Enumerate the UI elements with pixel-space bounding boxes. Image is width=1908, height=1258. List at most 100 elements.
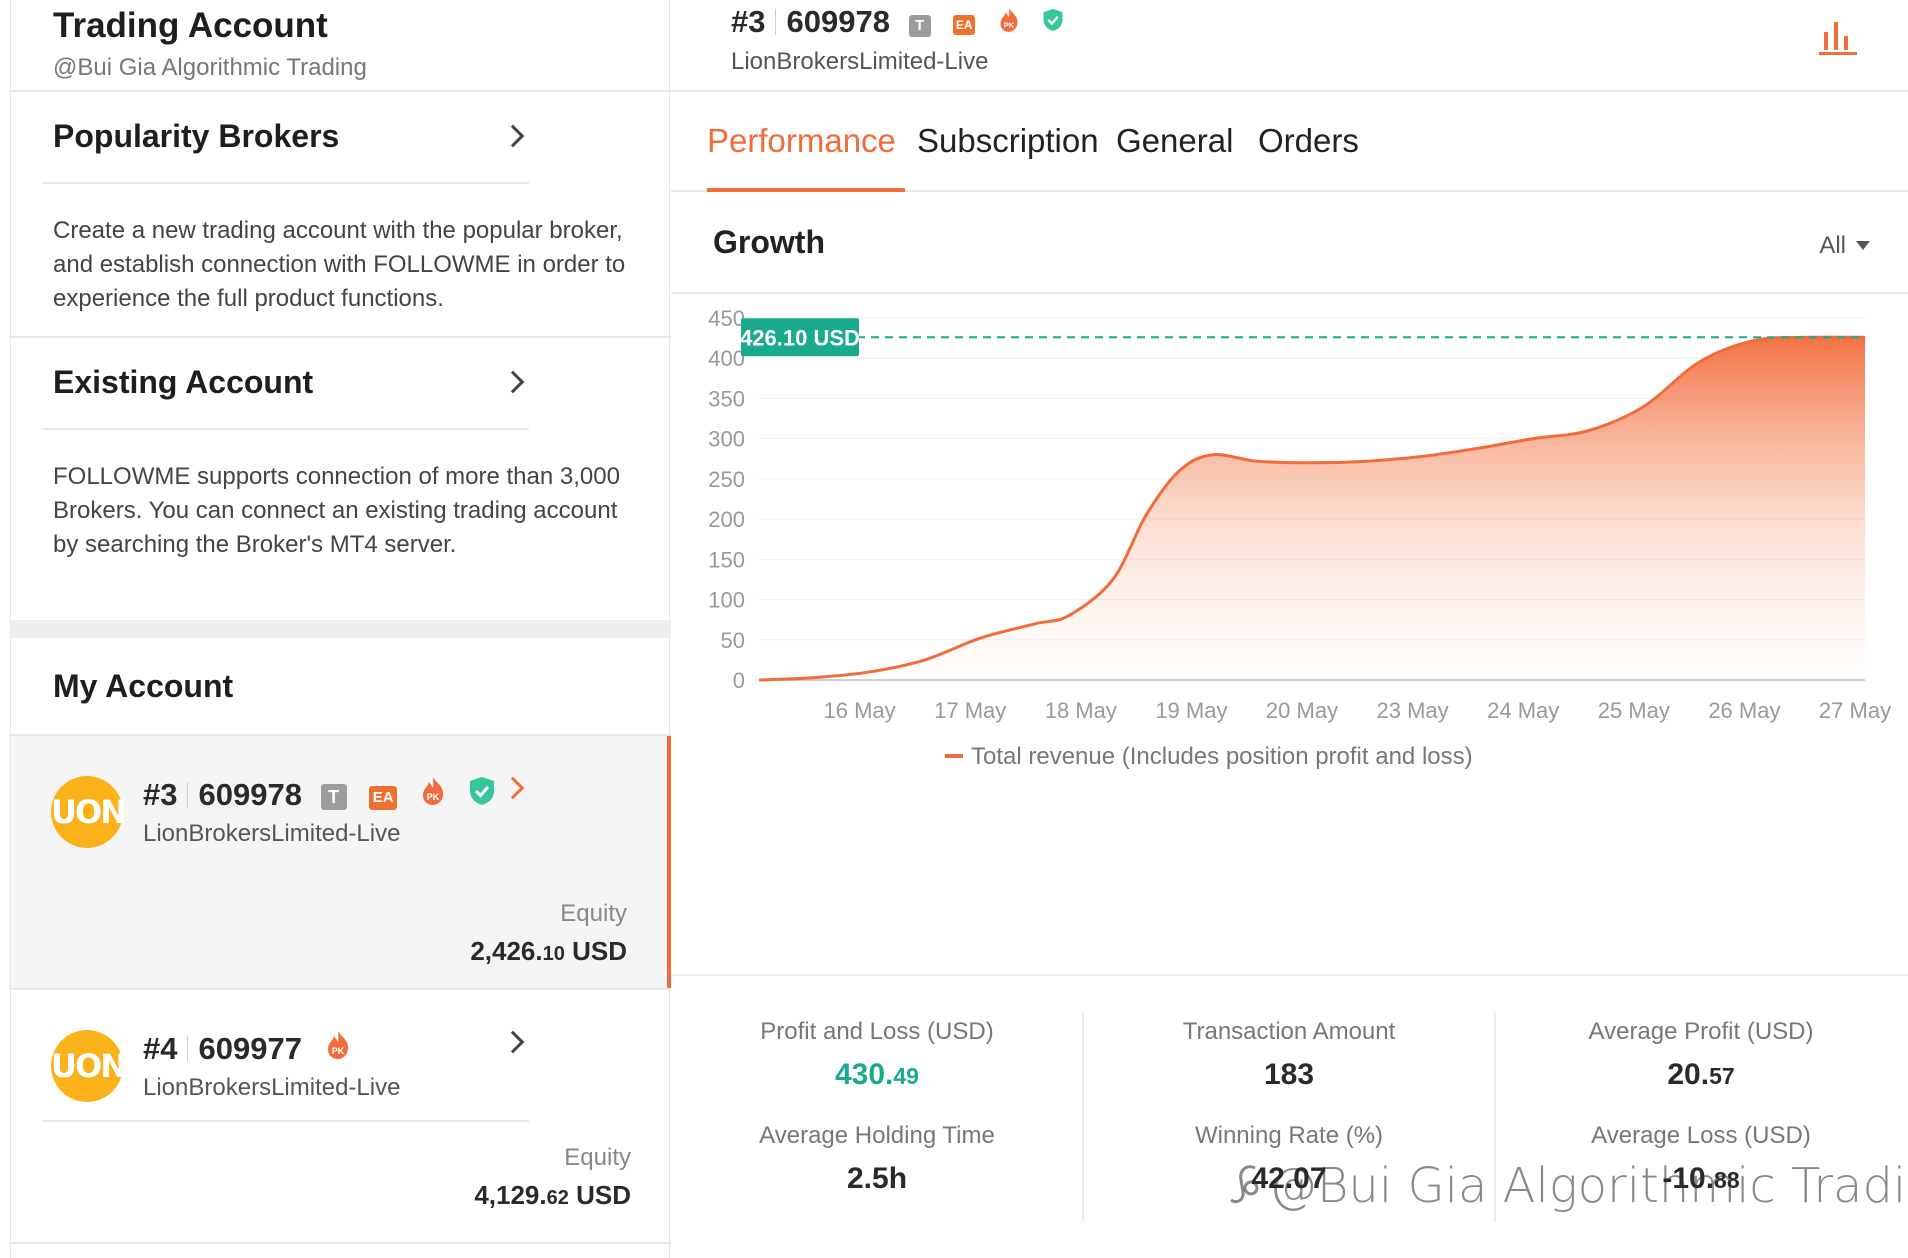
tab-orders[interactable]: Orders [1258,122,1359,159]
stat-value-dec: 49 [893,1063,919,1089]
divider [43,182,529,184]
account-number: #3 609978 T EA PK [143,776,496,813]
broker-logo: UON [51,776,127,848]
active-tab-indicator [707,188,905,192]
divider [11,988,671,990]
account-number: #3 609978 T EA PK [731,4,1064,40]
growth-header: Growth All [671,192,1908,294]
left-header: Trading Account @Bui Gia Algorithmic Tra… [11,0,671,92]
watermark-text: @Bui Gia Algorithmic Trading [1269,1158,1908,1214]
y-tick-label: 200 [708,507,745,532]
chevron-right-icon [501,124,525,148]
x-tick-label: 23 May [1377,698,1449,723]
tab-general[interactable]: General [1116,122,1234,159]
y-tick-label: 150 [708,547,745,572]
caret-down-icon [1856,241,1870,250]
equity-currency: USD [564,936,627,966]
pk-label: PK [427,792,440,802]
account-server: LionBrokersLimited-Live [143,820,401,847]
popularity-brokers-description: Create a new trading account with the po… [53,217,626,312]
stat-divider [1082,1012,1084,1222]
badge-t-icon: T [908,15,931,37]
divider [671,974,1908,976]
stat-profit-loss: Profit and Loss (USD) 430.49 [671,1018,1083,1092]
section-separator [11,620,671,638]
popularity-brokers-title: Popularity Brokers [53,118,340,154]
marker-value-label: 426.10 USD [740,325,860,350]
stat-label: Average Holding Time [759,1122,995,1149]
badge-ea-icon: EA [369,786,398,810]
pk-label: PK [331,1046,344,1056]
my-account-title: My Account [53,668,234,704]
existing-account-description: FOLLOWME supports connection of more tha… [53,463,620,558]
divider [43,1120,529,1122]
stat-average-profit: Average Profit (USD) 20.57 [1495,1018,1907,1092]
equity-dec: 10 [542,943,565,965]
fire-pk-icon: PK [422,777,443,805]
series-line [758,335,1866,682]
equity-currency: USD [568,1180,631,1210]
fire-pk-icon: PK [327,1031,348,1059]
chevron-right-icon [501,1030,525,1054]
x-tick-label: 27 May [1819,698,1891,723]
stat-value-int: 20. [1667,1058,1710,1091]
stat-value: 183 [1263,1058,1315,1091]
stat-value-int: -10. [1662,1162,1715,1195]
growth-period-select[interactable]: All [1819,232,1870,260]
divider [11,336,671,338]
equity-label: Equity [564,1144,631,1171]
equity-dec: 62 [546,1187,569,1209]
tab-subscription[interactable]: Subscription [917,122,1099,159]
account-rank: #3 [143,777,178,812]
stat-value: -10.88 [1495,1162,1907,1196]
account-id: 609978 [198,777,302,812]
x-tick-label: 25 May [1598,698,1670,723]
bar-chart-icon[interactable] [1818,18,1858,56]
stat-value: 2.5h [846,1162,908,1195]
y-tick-label: 50 [721,628,745,653]
stat-value-dec: 57 [1709,1063,1735,1089]
y-tick-label: 300 [708,427,745,452]
account-rank: #3 [731,4,766,39]
account-card-609977[interactable]: UON #4 609977 PK LionBrokersLimited-Live … [11,990,671,1242]
account-server: LionBrokersLimited-Live [143,1074,401,1101]
y-tick-label: 400 [708,346,745,371]
pk-label: PK [1004,21,1015,30]
fire-pk-icon: PK [1000,8,1018,32]
divider [11,734,671,736]
right-panel: #3 609978 T EA PK LionBrokersLimited-Live… [671,0,1908,1258]
tab-performance[interactable]: Performance [707,122,896,159]
x-tick-label: 24 May [1487,698,1559,723]
y-tick-label: 250 [708,467,745,492]
equity-int: 2,426. [470,936,543,966]
y-tick-label: 450 [708,306,745,331]
stat-value: 20.57 [1495,1058,1907,1092]
stat-value: 42.07 [1251,1162,1327,1195]
account-card-609978[interactable]: UON #3 609978 T EA PK LionBrokersLimited-… [11,736,671,988]
y-tick-label: 350 [708,386,745,411]
account-rank: #4 [143,1031,178,1066]
existing-account-title: Existing Account [53,364,314,400]
equity-int: 4,129. [474,1180,547,1210]
watermark-logo-icon [1230,1165,1259,1204]
stat-divider [1494,1012,1496,1222]
badge-t-icon: T [320,784,347,810]
x-tick-label: 19 May [1155,698,1227,723]
stat-label: Average Profit (USD) [1588,1018,1814,1045]
account-server: LionBrokersLimited-Live [731,48,989,75]
divider [11,1242,671,1244]
growth-period-value: All [1819,232,1846,259]
page-title: Trading Account [53,6,328,45]
account-header: #3 609978 T EA PK LionBrokersLimited-Live [671,0,1908,92]
growth-title: Growth [713,224,825,260]
account-id: 609977 [198,1031,302,1066]
equity-label: Equity [560,900,627,927]
series-area [759,337,1865,680]
tab-bar: Performance Subscription General Orders [671,92,1908,192]
x-tick-label: 18 May [1045,698,1117,723]
stat-label: Transaction Amount [1182,1018,1396,1045]
legend-label[interactable]: Total revenue (Includes position profit … [971,743,1473,770]
chevron-right-icon [501,776,525,800]
x-axis-ticks: 16 May 17 May 18 May 19 May 20 May 23 May 24 M… [824,698,1892,723]
badge-ea-icon: EA [953,15,976,35]
